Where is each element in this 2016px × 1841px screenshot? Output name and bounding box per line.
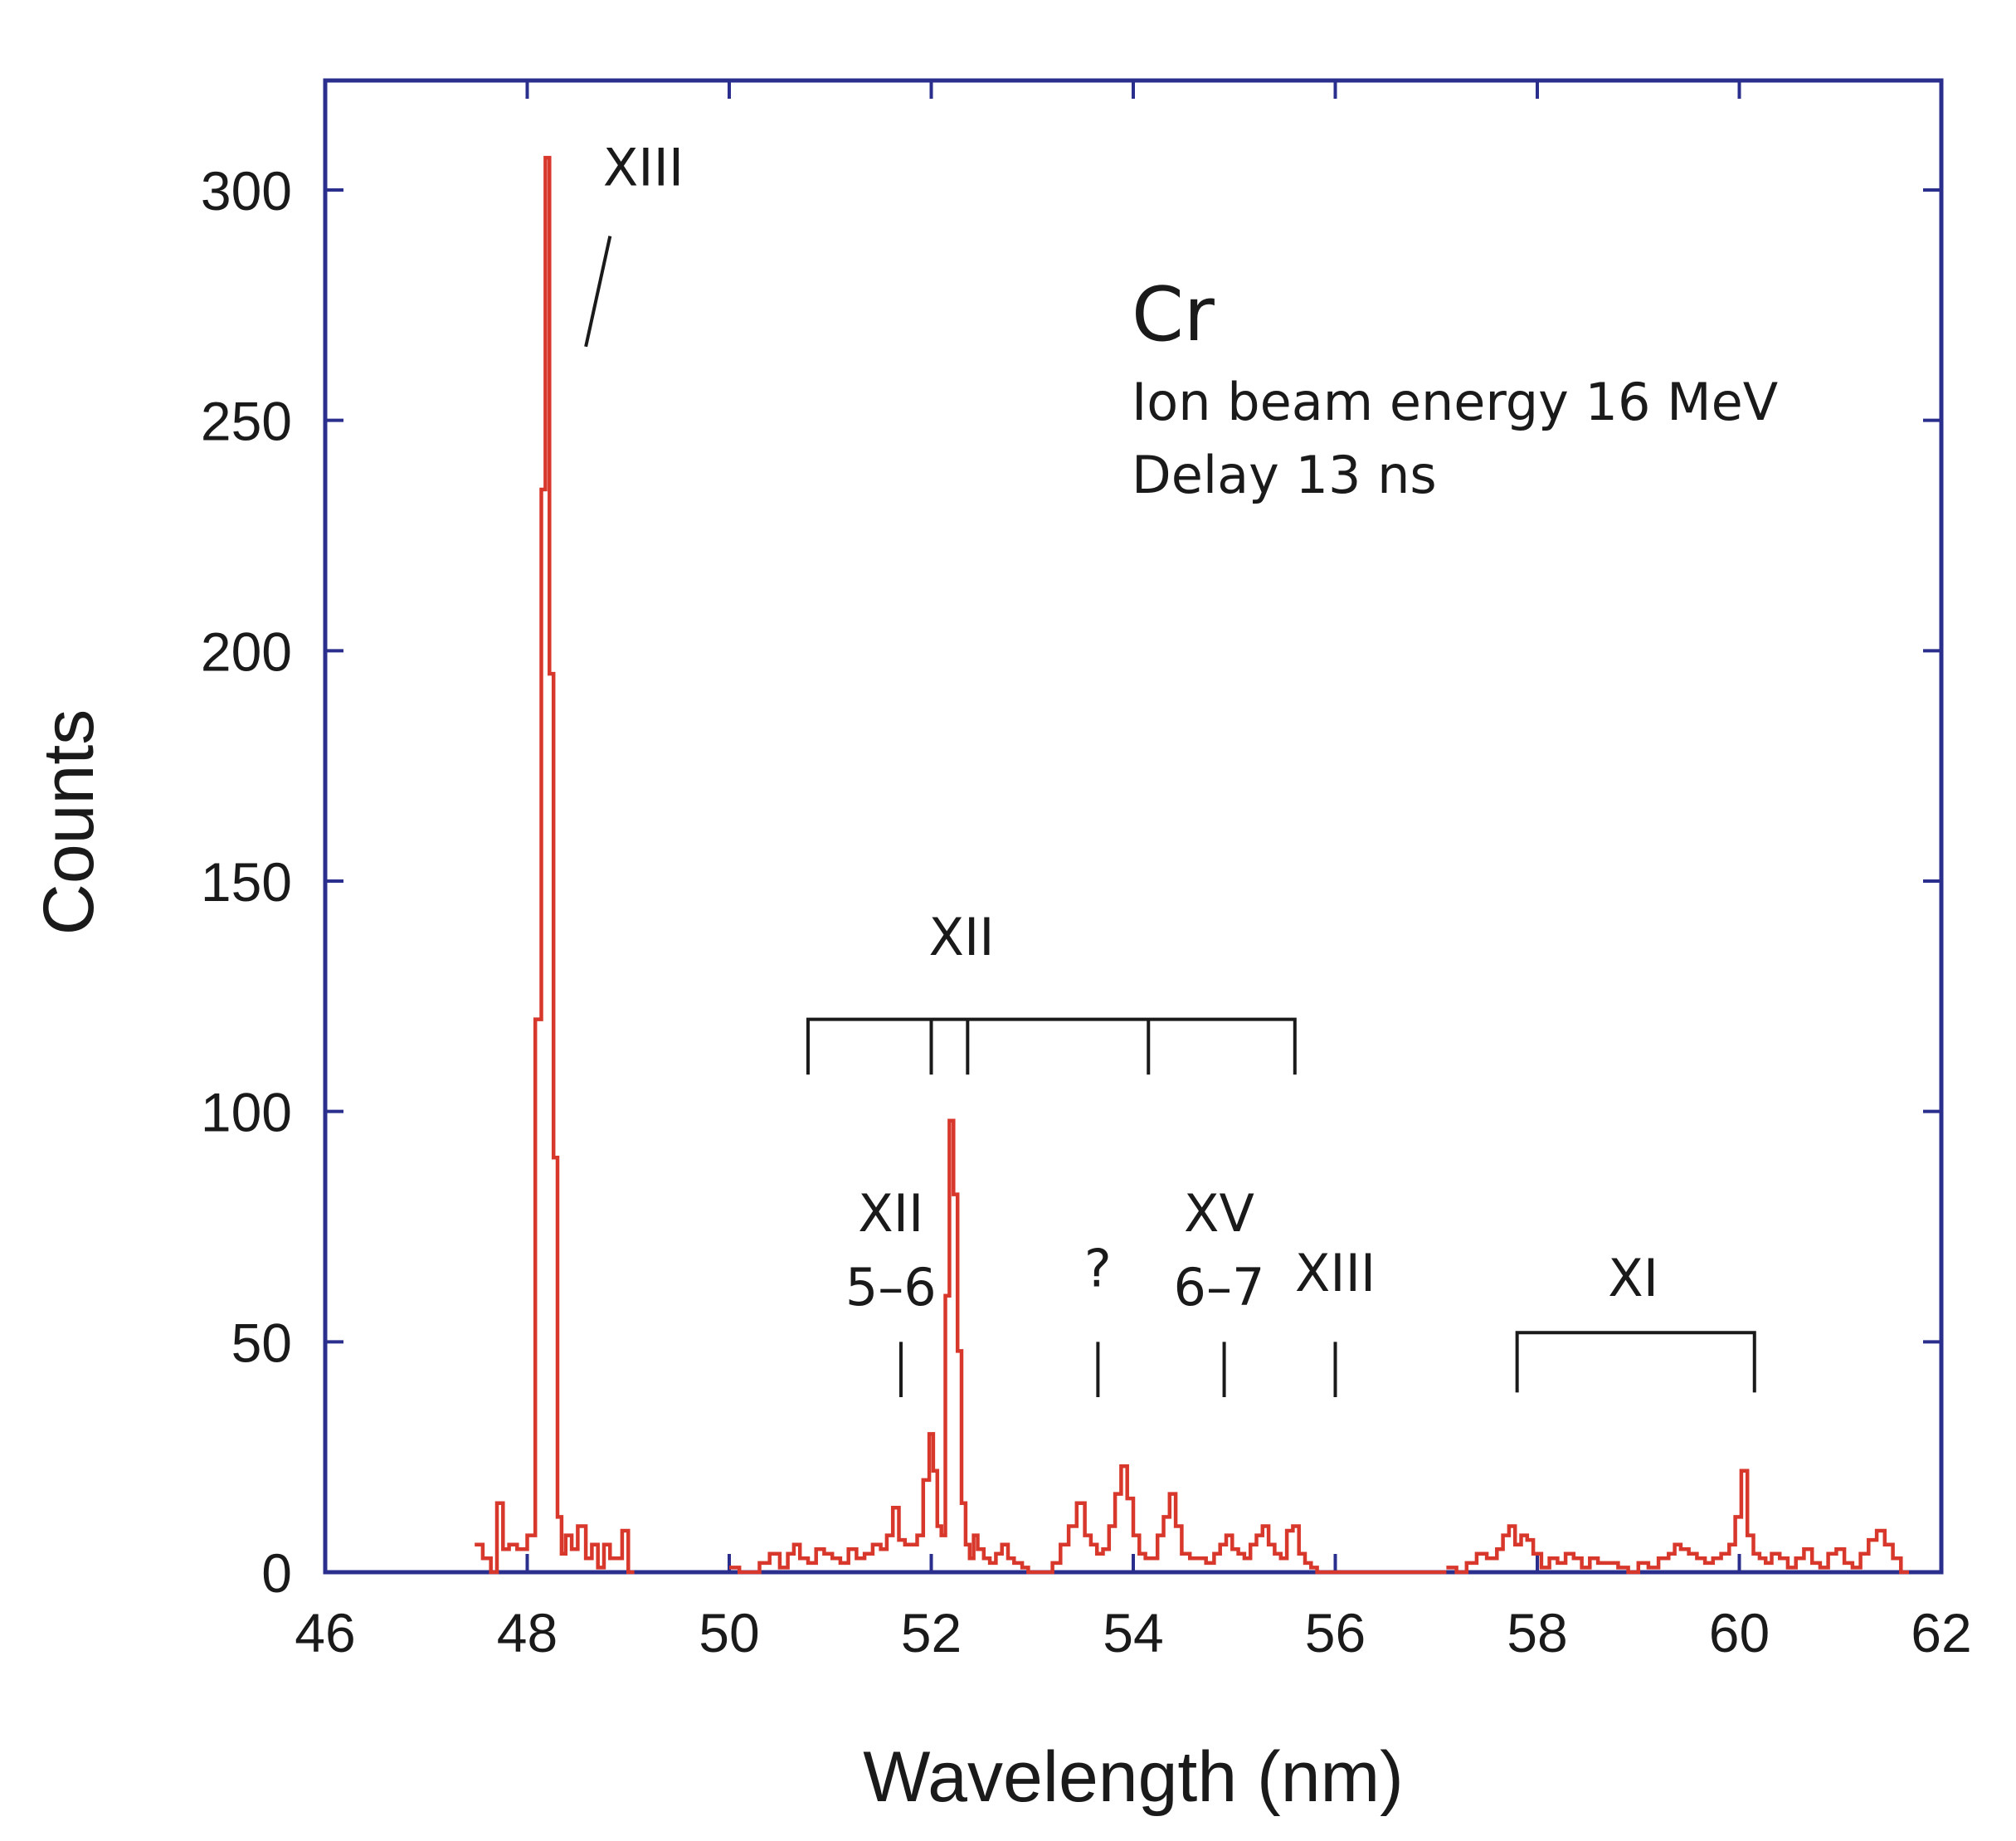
annotation-question: ? [1084, 1239, 1112, 1299]
y-axis-ticks: 0 50 100 150 200 250 300 [201, 160, 1941, 1604]
element-label: Cr [1132, 271, 1215, 358]
x-tick-label: 48 [497, 1602, 558, 1663]
x-tick-label: 52 [901, 1602, 962, 1663]
y-tick-label: 200 [201, 621, 292, 682]
series-layer [475, 155, 1909, 1575]
annotation-xii-56-trans: 5–6 [845, 1257, 937, 1317]
annotation-xii-56: XII [858, 1183, 923, 1244]
x-tick-label: 60 [1709, 1602, 1770, 1663]
annotation-xiii-56: XIII [1295, 1243, 1376, 1303]
y-tick-label: 100 [201, 1082, 292, 1143]
xii-bracket [806, 1017, 1297, 1075]
series-line-segment [475, 155, 635, 1575]
annotation-layer: XIII XII XII 5–6 ? XV 6–7 XIII XI [584, 137, 1756, 1397]
xiii-pointer-line [584, 236, 612, 348]
x-tick-label: 62 [1911, 1602, 1971, 1663]
annotation-xi: XI [1608, 1248, 1658, 1308]
series-line-segment [1446, 1468, 1909, 1575]
annotation-xv: XV [1184, 1183, 1254, 1244]
x-tick-label: 56 [1305, 1602, 1366, 1663]
y-tick-label: 150 [201, 851, 292, 913]
xi-bracket [1515, 1331, 1756, 1393]
x-tick-label: 54 [1103, 1602, 1163, 1663]
annotation-xii-bracket-label: XII [929, 907, 995, 967]
series-line-segment [729, 1118, 1447, 1575]
annotation-xiii-main: XIII [603, 137, 684, 197]
y-tick-label: 0 [261, 1542, 292, 1604]
annotation-xv-trans: 6–7 [1174, 1257, 1265, 1317]
x-tick-label: 58 [1507, 1602, 1567, 1663]
info-line-delay: Delay 13 ns [1132, 445, 1437, 505]
x-tick-label: 46 [295, 1602, 355, 1663]
x-tick-label: 50 [699, 1602, 759, 1663]
y-tick-label: 300 [201, 160, 292, 222]
y-tick-label: 250 [201, 391, 292, 452]
y-axis-title: Counts [29, 709, 109, 936]
y-tick-label: 50 [231, 1312, 292, 1373]
info-line-beam-energy: Ion beam energy 16 MeV [1132, 372, 1778, 432]
x-axis-title: Wavelength (nm) [863, 1737, 1404, 1817]
x-axis-ticks: 46 48 50 52 54 56 58 60 62 [295, 80, 1972, 1663]
